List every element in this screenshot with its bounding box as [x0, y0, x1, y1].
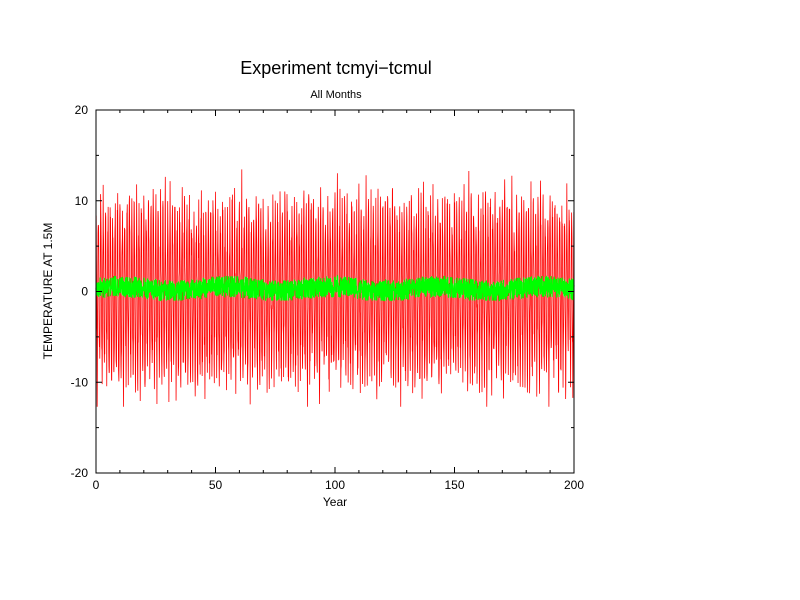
chart-subtitle: All Months [310, 89, 362, 101]
y-tick-label: 0 [81, 285, 88, 299]
series-monthly [95, 169, 575, 407]
y-tick-label: -20 [71, 466, 89, 480]
y-tick-label: 10 [75, 194, 89, 208]
series-monthly-line [95, 169, 575, 407]
x-axis: 0 50 100 150 200 [93, 110, 584, 492]
x-tick-label: 50 [209, 478, 223, 492]
y-axis-label: TEMPERATURE AT 1.5M [41, 223, 55, 360]
x-tick-label: 150 [444, 478, 464, 492]
series-mean [95, 274, 575, 302]
x-tick-label: 100 [325, 478, 345, 492]
x-tick-label: 200 [564, 478, 584, 492]
x-axis-label: Year [323, 495, 347, 509]
plot-area [95, 169, 575, 407]
y-axis: -20 -10 0 10 20 [71, 103, 574, 480]
x-tick-label: 0 [93, 478, 100, 492]
y-tick-label: 20 [75, 103, 89, 117]
series-mean-line [95, 274, 575, 302]
chart-title: Experiment tcmyi−tcmul [240, 58, 432, 78]
y-tick-label: -10 [71, 375, 89, 389]
